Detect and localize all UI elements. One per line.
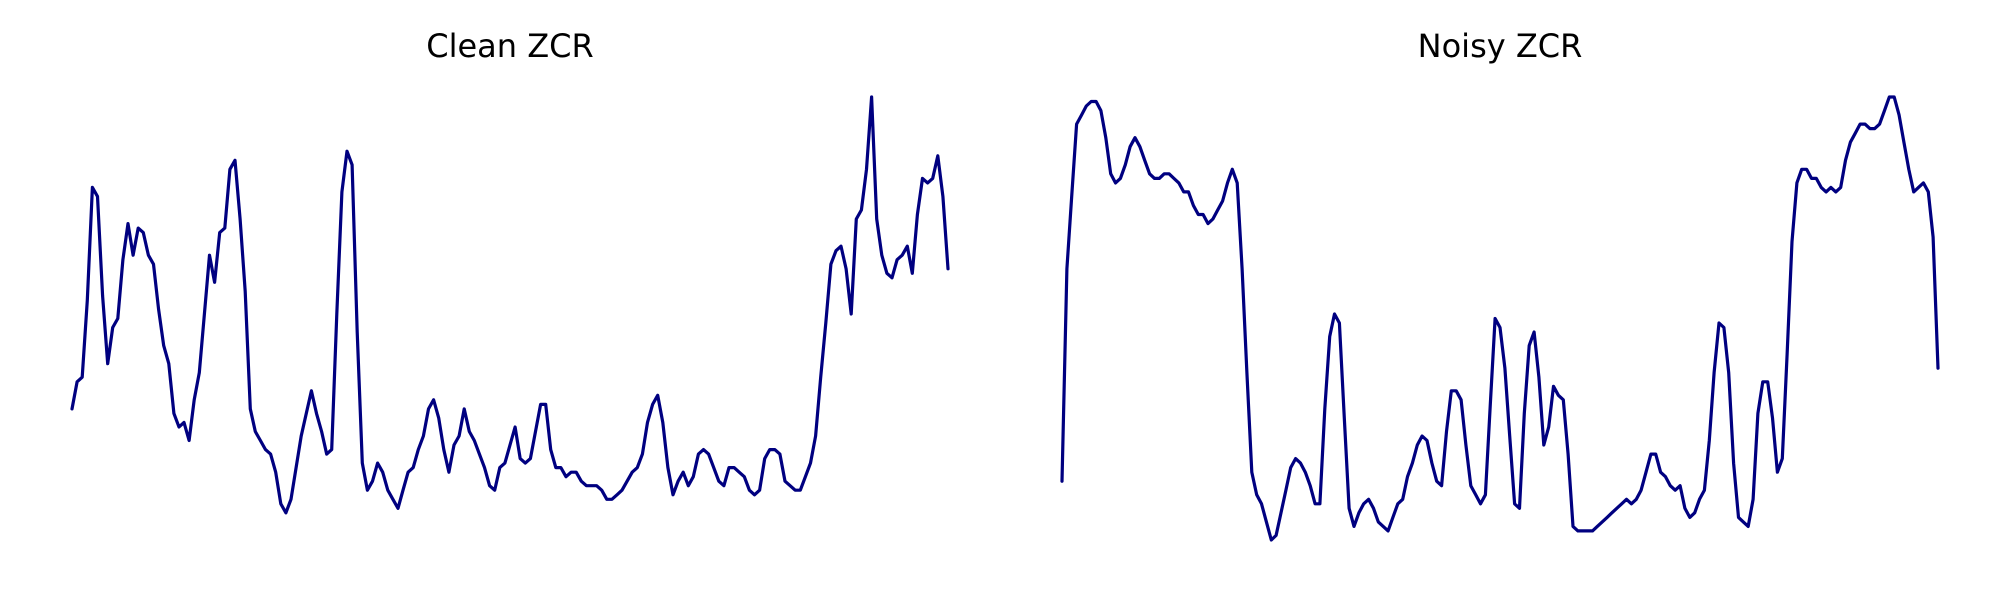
clean-zcr-marks xyxy=(70,95,950,515)
noisy-zcr-chart: Noisy ZCR xyxy=(1060,27,1940,542)
noisy-zcr-marks xyxy=(1060,95,1940,542)
clean-zcr-chart: Clean ZCR xyxy=(70,27,950,515)
noisy-zcr-panel: Noisy ZCR xyxy=(1000,0,2000,600)
clean-zcr-panel: Clean ZCR xyxy=(70,27,950,515)
chart-title: Clean ZCR xyxy=(426,27,593,65)
series-line xyxy=(70,95,950,515)
series-line xyxy=(1060,95,1940,542)
chart-title: Noisy ZCR xyxy=(1418,27,1583,65)
